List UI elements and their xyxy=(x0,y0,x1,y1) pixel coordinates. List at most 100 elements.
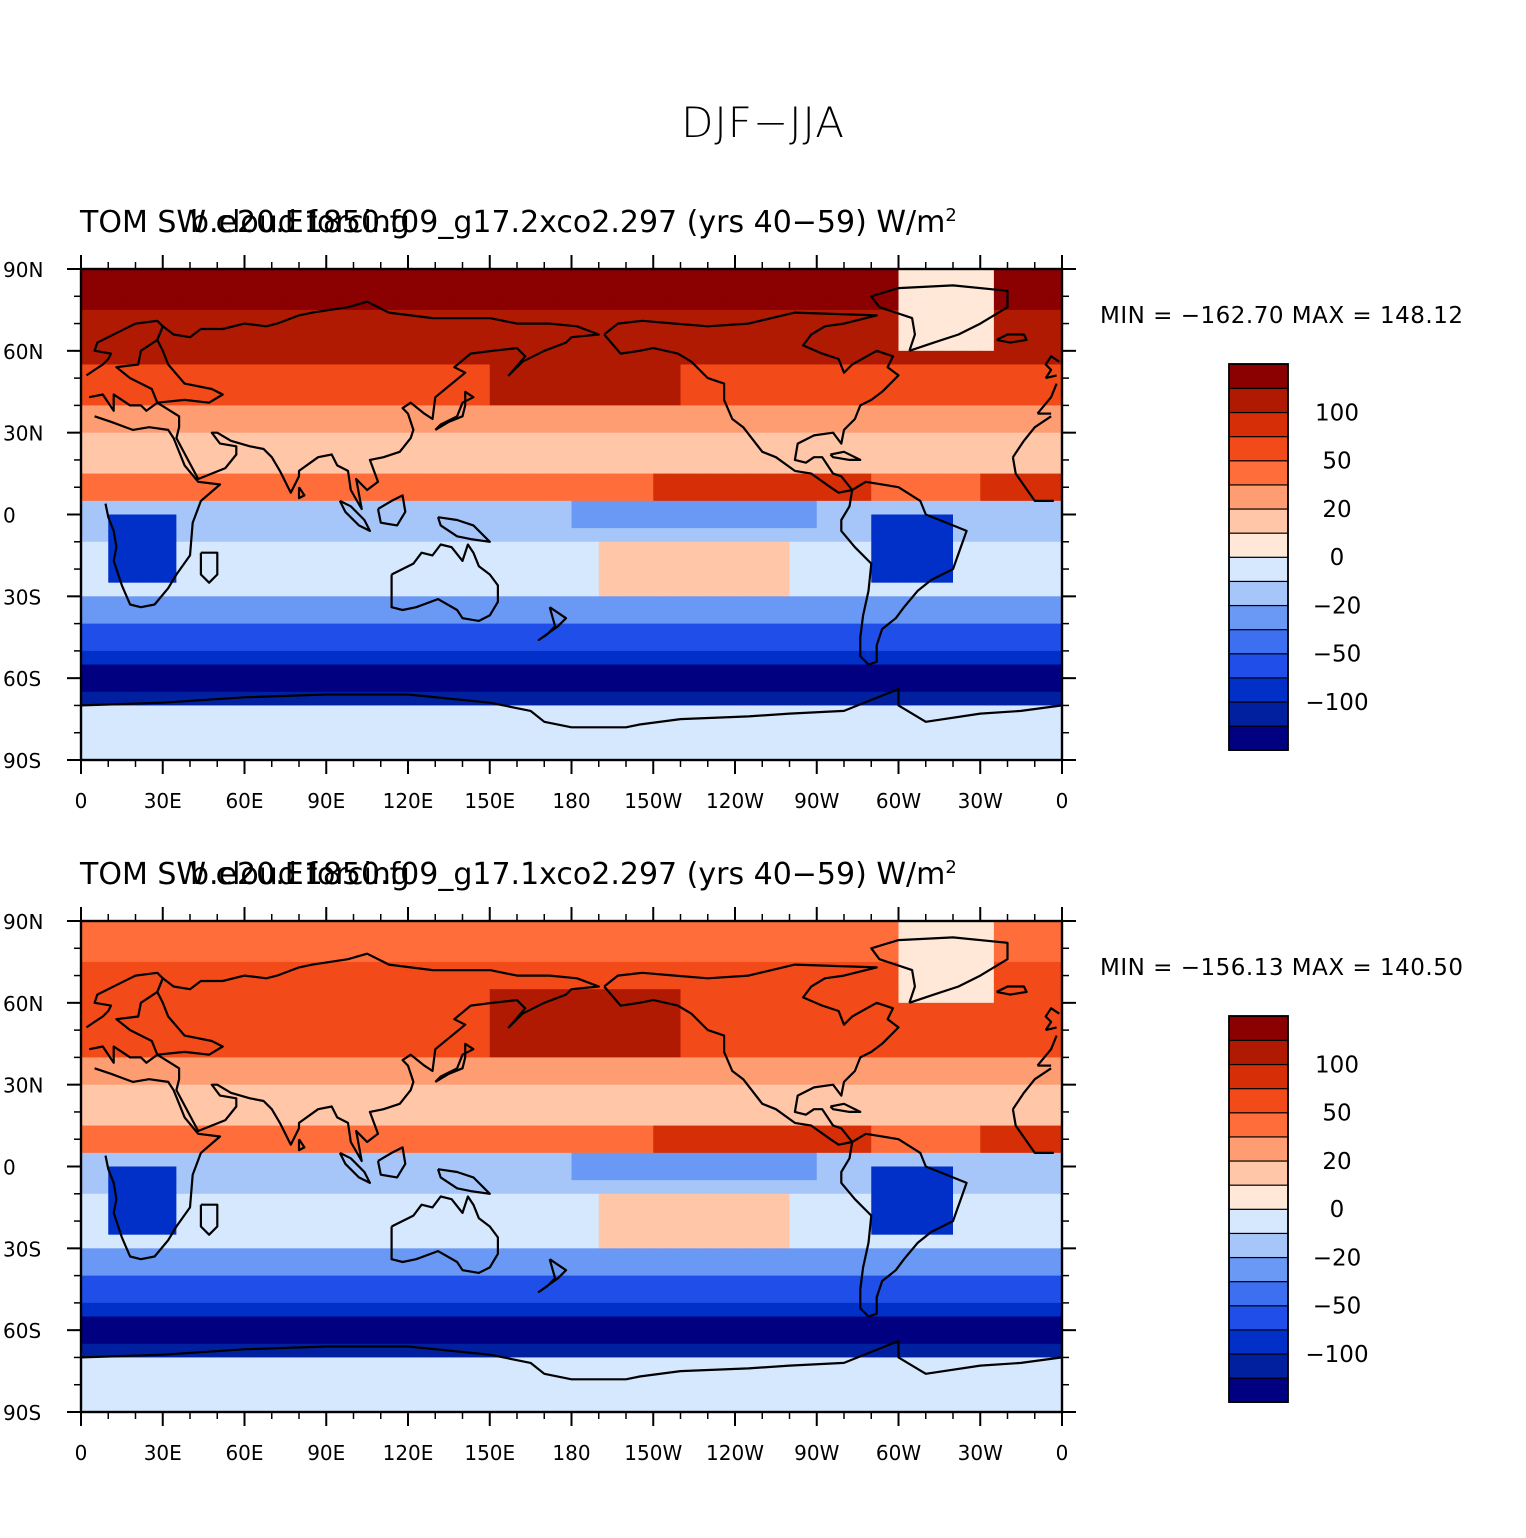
field-cell xyxy=(271,1302,286,1318)
field-cell xyxy=(857,500,872,516)
field-cell xyxy=(571,500,586,516)
field-cell xyxy=(230,948,246,963)
field-cell xyxy=(489,432,504,447)
field-cell xyxy=(81,487,96,502)
field-cell xyxy=(612,555,627,570)
field-cell xyxy=(299,1084,314,1099)
field-cell xyxy=(162,446,177,461)
field-cell xyxy=(217,419,232,434)
field-cell xyxy=(81,555,96,570)
field-cell xyxy=(271,419,286,434)
field-cell xyxy=(707,732,722,747)
field-cell xyxy=(353,282,368,297)
field-cell xyxy=(203,1302,218,1318)
field-cell xyxy=(353,419,368,434)
field-cell xyxy=(503,746,518,761)
field-cell xyxy=(203,419,218,434)
field-cell xyxy=(517,637,532,652)
field-cell xyxy=(1034,1193,1049,1209)
field-cell xyxy=(149,1180,164,1195)
field-cell xyxy=(339,1071,355,1086)
field-cell xyxy=(380,1043,395,1058)
field-cell xyxy=(571,1098,586,1113)
field-cell xyxy=(448,1166,464,1181)
field-cell xyxy=(925,269,940,284)
field-cell xyxy=(394,623,409,638)
field-cell xyxy=(462,1234,477,1249)
field-cell xyxy=(312,1302,327,1318)
field-cell xyxy=(680,719,695,734)
field-cell xyxy=(612,269,627,284)
field-cell xyxy=(299,664,314,679)
field-cell xyxy=(912,1043,927,1058)
field-cell xyxy=(1007,541,1022,557)
field-cell xyxy=(258,1302,273,1318)
field-cell xyxy=(639,282,654,297)
field-cell xyxy=(230,1193,246,1209)
field-cell xyxy=(244,934,259,949)
field-cell xyxy=(448,296,464,311)
field-cell xyxy=(980,678,995,693)
field-cell xyxy=(380,582,395,597)
field-cell xyxy=(884,1030,900,1045)
field-cell xyxy=(775,296,791,311)
field-cell xyxy=(217,1098,232,1113)
field-cell xyxy=(285,405,300,420)
field-cell xyxy=(598,746,613,761)
field-cell xyxy=(939,364,954,379)
field-cell xyxy=(285,1193,300,1209)
field-cell xyxy=(408,934,423,949)
field-cell xyxy=(312,664,327,679)
field-cell xyxy=(694,1316,709,1331)
field-cell xyxy=(435,1084,450,1099)
field-cell xyxy=(476,623,491,638)
field-cell xyxy=(762,269,777,284)
field-cell xyxy=(857,664,872,679)
field-cell xyxy=(476,948,491,963)
field-cell xyxy=(871,1261,886,1277)
field-cell xyxy=(448,664,464,679)
field-cell xyxy=(190,746,205,761)
field-cell xyxy=(230,961,246,977)
field-cell xyxy=(884,528,900,543)
field-cell xyxy=(898,337,913,352)
field-cell xyxy=(953,596,968,611)
field-cell xyxy=(707,650,722,666)
field-cell xyxy=(380,1111,395,1127)
field-cell xyxy=(230,596,246,611)
field-cell xyxy=(121,1207,137,1222)
field-cell xyxy=(585,282,600,297)
field-cell xyxy=(666,691,682,707)
field-cell xyxy=(557,541,573,557)
field-cell xyxy=(339,473,355,488)
field-cell xyxy=(312,528,327,543)
field-cell xyxy=(135,1139,150,1154)
field-cell xyxy=(285,323,300,338)
field-cell xyxy=(884,705,900,720)
field-cell xyxy=(258,948,273,963)
field-cell xyxy=(557,1248,573,1263)
field-cell xyxy=(789,975,804,990)
field-cell xyxy=(462,609,477,625)
field-cell xyxy=(735,555,750,570)
field-cell xyxy=(489,487,504,502)
field-cell xyxy=(394,1002,409,1018)
field-cell xyxy=(707,487,722,502)
field-cell xyxy=(912,569,927,584)
field-cell xyxy=(925,1084,940,1099)
field-cell xyxy=(149,1098,164,1113)
field-cell xyxy=(339,1193,355,1209)
field-cell xyxy=(435,1111,450,1127)
field-cell xyxy=(639,1180,654,1195)
field-cell xyxy=(94,1302,109,1318)
field-cell xyxy=(721,623,736,638)
field-cell xyxy=(217,337,232,352)
field-cell xyxy=(380,678,395,693)
field-cell xyxy=(775,419,791,434)
field-cell xyxy=(408,541,423,557)
field-cell xyxy=(162,732,177,747)
field-cell xyxy=(585,459,600,475)
field-cell xyxy=(557,1139,573,1154)
field-cell xyxy=(912,623,927,638)
field-cell xyxy=(203,921,218,936)
